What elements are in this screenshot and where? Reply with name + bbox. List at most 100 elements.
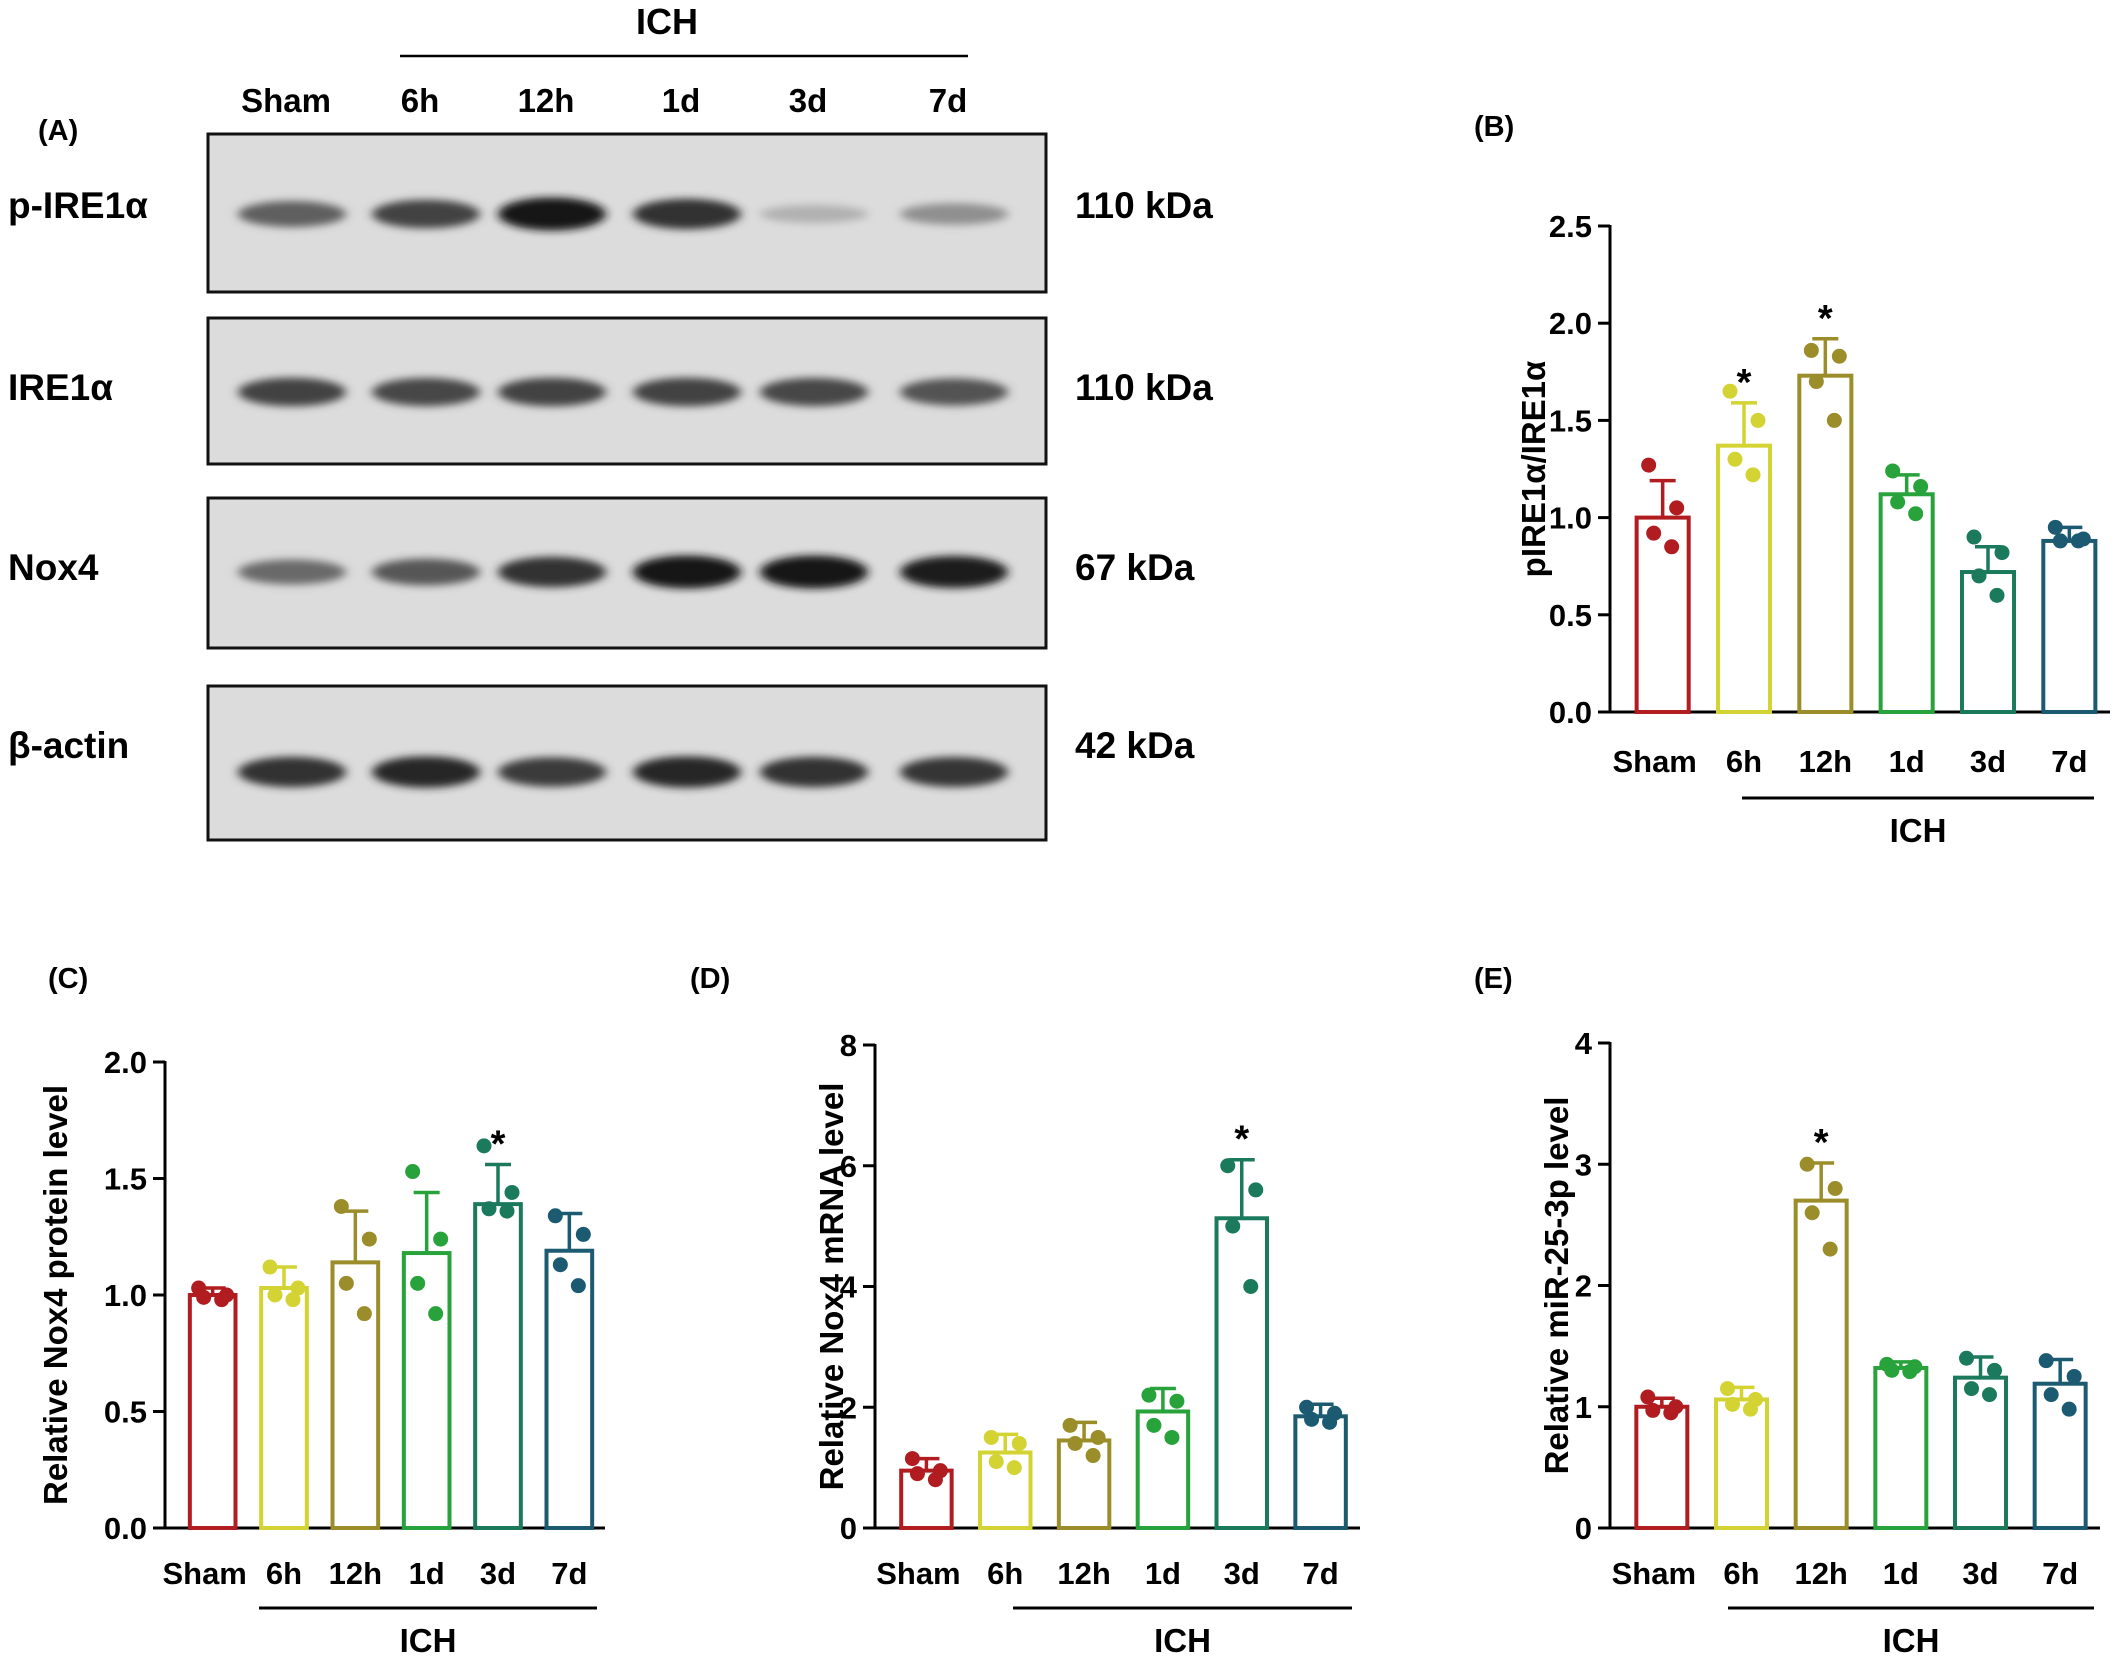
- data-point: [1827, 1181, 1843, 1196]
- y-tick-label: 1.0: [104, 1278, 147, 1313]
- data-point: [504, 1184, 520, 1200]
- lane-labels: Sham 6h 12h 1d 3d 7d: [241, 82, 967, 119]
- significance-star: *: [491, 1124, 506, 1166]
- lane-label: 12h: [518, 82, 575, 119]
- blot-band: [238, 559, 346, 585]
- ich-group-label: ICH: [1154, 1622, 1211, 1659]
- y-tick-label: 4: [1575, 1026, 1593, 1061]
- data-point: [1971, 568, 1987, 584]
- category-label: 3d: [480, 1556, 516, 1591]
- data-point: [2047, 519, 2063, 535]
- data-point: [1645, 1402, 1661, 1418]
- y-tick-label: 3: [1575, 1147, 1592, 1182]
- blot-band: [760, 555, 868, 589]
- data-point: [499, 1203, 515, 1219]
- data-point: [1169, 1393, 1185, 1409]
- bar-6h: [259, 1286, 309, 1531]
- data-point: [1011, 1435, 1027, 1451]
- category-label: 3d: [1224, 1556, 1260, 1591]
- blot-band: [760, 756, 868, 788]
- data-point: [361, 1231, 377, 1247]
- data-point: [2038, 1353, 2054, 1369]
- blot-band: [900, 378, 1008, 406]
- bar-3d: [1953, 1375, 2008, 1531]
- data-point: [1745, 467, 1761, 483]
- bar-7d: [1293, 1414, 1348, 1531]
- bar-6h: [1714, 1397, 1769, 1530]
- y-axis-label: pIRE1α/IRE1α: [1515, 361, 1552, 578]
- category-label: 7d: [1302, 1556, 1338, 1591]
- category-label: Sham: [1612, 744, 1696, 779]
- data-point: [1826, 412, 1842, 428]
- lane-label: 7d: [929, 82, 968, 119]
- data-point: [1090, 1429, 1106, 1445]
- data-point: [1006, 1460, 1022, 1476]
- category-label: 3d: [1970, 744, 2006, 779]
- bar-3d: [1214, 1216, 1269, 1530]
- y-tick-label: 0.5: [1549, 598, 1592, 633]
- bar-1d: [1873, 1365, 1929, 1530]
- data-point: [476, 1138, 492, 1154]
- data-point: [1322, 1414, 1338, 1430]
- lane-label: 6h: [401, 82, 440, 119]
- blot-band: [372, 199, 480, 229]
- data-point: [1890, 494, 1906, 510]
- panel-label: (D): [690, 963, 730, 995]
- bar-12h: [330, 1260, 381, 1530]
- blot-band: [760, 377, 868, 407]
- blot-band: [238, 377, 346, 407]
- category-label: 6h: [987, 1556, 1023, 1591]
- blot-protein-label: p-IRE1α: [8, 185, 148, 226]
- y-tick-label: 0: [840, 1511, 857, 1546]
- data-point: [1641, 457, 1657, 473]
- ich-group-label: ICH: [1890, 812, 1947, 849]
- bar-1d: [1878, 492, 1935, 714]
- data-point: [1964, 1381, 1979, 1397]
- ich-group-label: ICH: [1883, 1622, 1940, 1659]
- chart-panel-d: (D) Relative Nox4 mRNA level 0 2 4 6 8 Sham 6h 12…: [690, 963, 1360, 1659]
- data-point: [575, 1226, 591, 1242]
- data-point: [1799, 1156, 1815, 1172]
- data-point: [1067, 1435, 1083, 1451]
- data-point: [988, 1454, 1004, 1470]
- data-point: [2070, 533, 2086, 549]
- data-point: [1248, 1182, 1264, 1198]
- y-axis-label: Relative Nox4 mRNA level: [813, 1083, 850, 1491]
- blot-band: [498, 197, 606, 231]
- category-label: 7d: [551, 1556, 587, 1591]
- blot-strip: [206, 132, 1048, 294]
- blot-band: [633, 756, 741, 788]
- y-tick-label: 0.0: [104, 1511, 147, 1546]
- data-point: [1640, 1389, 1656, 1405]
- data-point: [1803, 342, 1819, 358]
- bar-Sham: [899, 1468, 954, 1531]
- data-point: [262, 1259, 278, 1275]
- data-point: [1722, 383, 1738, 399]
- category-label: 1d: [1883, 1556, 1919, 1591]
- y-tick-label: 0: [1575, 1511, 1592, 1546]
- panel-label: (E): [1474, 963, 1513, 995]
- western-blot-panel: (A) ICH Sham 6h 12h 1d 3d 7d p-IRE1α 110 kDa IR…: [8, 1, 1213, 842]
- bar-Sham: [1634, 515, 1691, 714]
- blot-size-label: 110 kDa: [1075, 185, 1213, 226]
- category-label: Sham: [876, 1556, 960, 1591]
- category-label: 12h: [1057, 1556, 1110, 1591]
- category-label: 7d: [2042, 1556, 2078, 1591]
- data-point: [927, 1472, 943, 1488]
- blot-band: [498, 377, 606, 407]
- data-point: [428, 1306, 444, 1322]
- blot-strip: [206, 316, 1048, 466]
- data-point: [1987, 1362, 2002, 1378]
- blot-band: [633, 198, 741, 230]
- category-label: 6h: [1726, 744, 1762, 779]
- data-point: [1725, 1396, 1740, 1412]
- chart-panel-c: (C) Relative Nox4 protein level 0.0 0.5 1.0 1…: [37, 963, 605, 1659]
- blot-band: [900, 555, 1008, 589]
- bar-6h: [1715, 443, 1773, 714]
- data-point: [1663, 1405, 1679, 1421]
- data-point: [1982, 1387, 1997, 1403]
- y-tick-label: 1.5: [1549, 403, 1592, 438]
- data-point: [2066, 1368, 2082, 1384]
- blot-size-label: 42 kDa: [1075, 725, 1195, 766]
